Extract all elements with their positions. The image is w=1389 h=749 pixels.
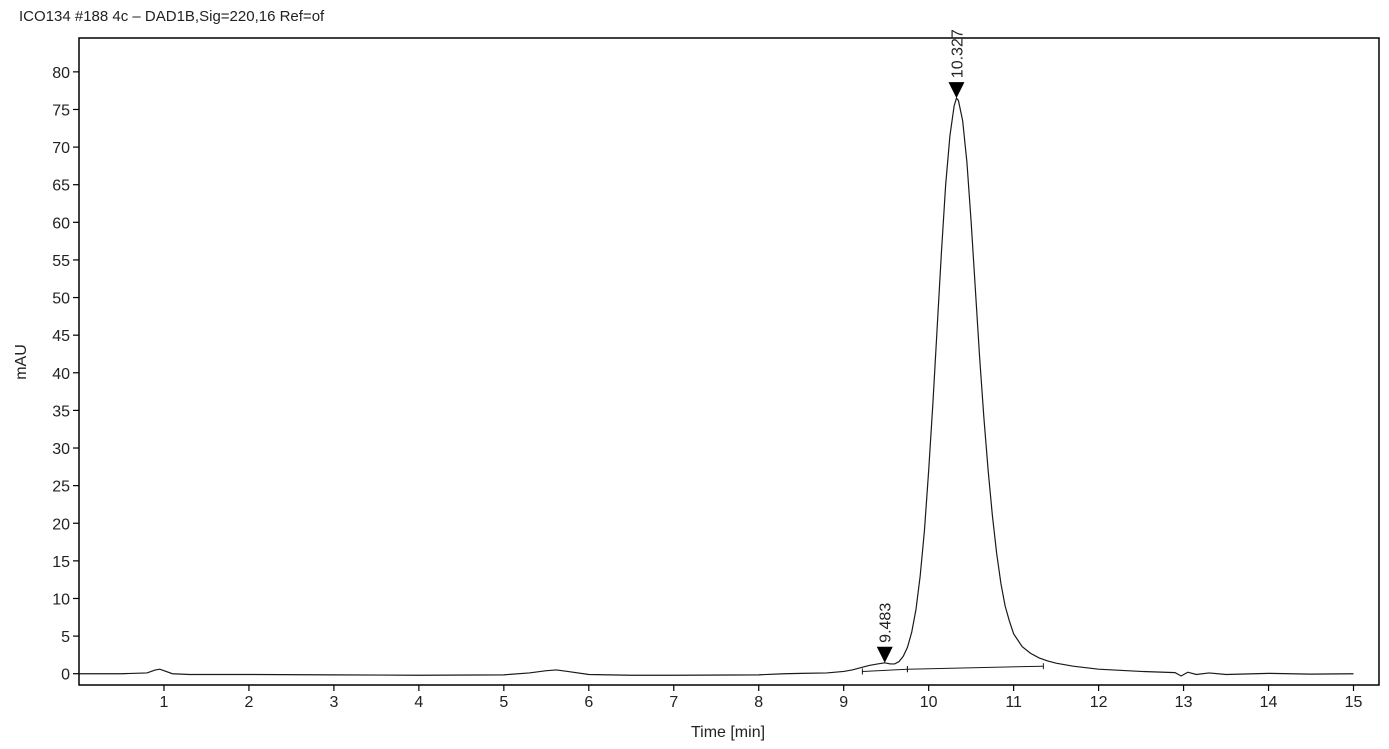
y-tick-label: 25: [52, 479, 70, 496]
x-tick-label: 4: [414, 694, 423, 711]
x-tick-label: 14: [1260, 694, 1278, 711]
y-tick-label: 70: [52, 140, 70, 157]
peak-marker-icon: [948, 82, 965, 99]
x-tick-label: 6: [584, 694, 593, 711]
y-tick-label: 75: [52, 102, 70, 119]
x-tick-label: 12: [1090, 694, 1108, 711]
baseline-segment: [862, 668, 908, 672]
chart-title: ICO134 #188 4c – DAD1B,Sig=220,16 Ref=of: [19, 8, 325, 25]
y-tick-label: 50: [52, 291, 70, 308]
y-tick-label: 15: [52, 554, 70, 571]
y-tick-label: 55: [52, 253, 70, 270]
y-tick-label: 30: [52, 441, 70, 458]
x-tick-label: 1: [160, 694, 169, 711]
y-tick-label: 60: [52, 215, 70, 232]
x-axis: 1 2 3 4 5 6 7 8 9 10 11 12 13 14 15: [160, 685, 1363, 711]
y-tick-label: 65: [52, 178, 70, 195]
y-tick-label: 80: [52, 65, 70, 82]
y-tick-label: 35: [52, 403, 70, 420]
y-tick-label: 40: [52, 366, 70, 383]
x-tick-label: 5: [499, 694, 508, 711]
y-tick-label: 10: [52, 591, 70, 608]
y-tick-label: 5: [61, 629, 70, 646]
x-tick-label: 8: [754, 694, 763, 711]
x-tick-label: 13: [1175, 694, 1193, 711]
x-tick-label: 2: [244, 694, 253, 711]
y-tick-label: 20: [52, 516, 70, 533]
y-axis: 0 5 10 15 20 25 30 35 40 45 50 55 60 65 70 75 80: [52, 65, 79, 684]
peak-label: 9.483: [878, 603, 895, 643]
signal-trace: [79, 96, 1354, 677]
x-tick-label: 3: [329, 694, 338, 711]
peak-baselines: [861, 663, 1044, 675]
x-tick-label: 10: [920, 694, 938, 711]
x-tick-label: 11: [1005, 694, 1022, 711]
x-tick-label: 7: [669, 694, 678, 711]
peak-marker-icon: [876, 646, 893, 663]
y-tick-label: 45: [52, 328, 70, 345]
peak-annotations: 9.483 10.327: [876, 29, 966, 663]
baseline-segment: [907, 665, 1044, 670]
y-axis-label: mAU: [13, 344, 30, 380]
x-tick-label: 15: [1345, 694, 1363, 711]
plot-frame: [78, 37, 1380, 686]
peak-label: 10.327: [949, 29, 966, 78]
x-tick-label: 9: [839, 694, 848, 711]
x-axis-label: Time [min]: [691, 724, 765, 741]
y-tick-label: 0: [61, 667, 70, 684]
